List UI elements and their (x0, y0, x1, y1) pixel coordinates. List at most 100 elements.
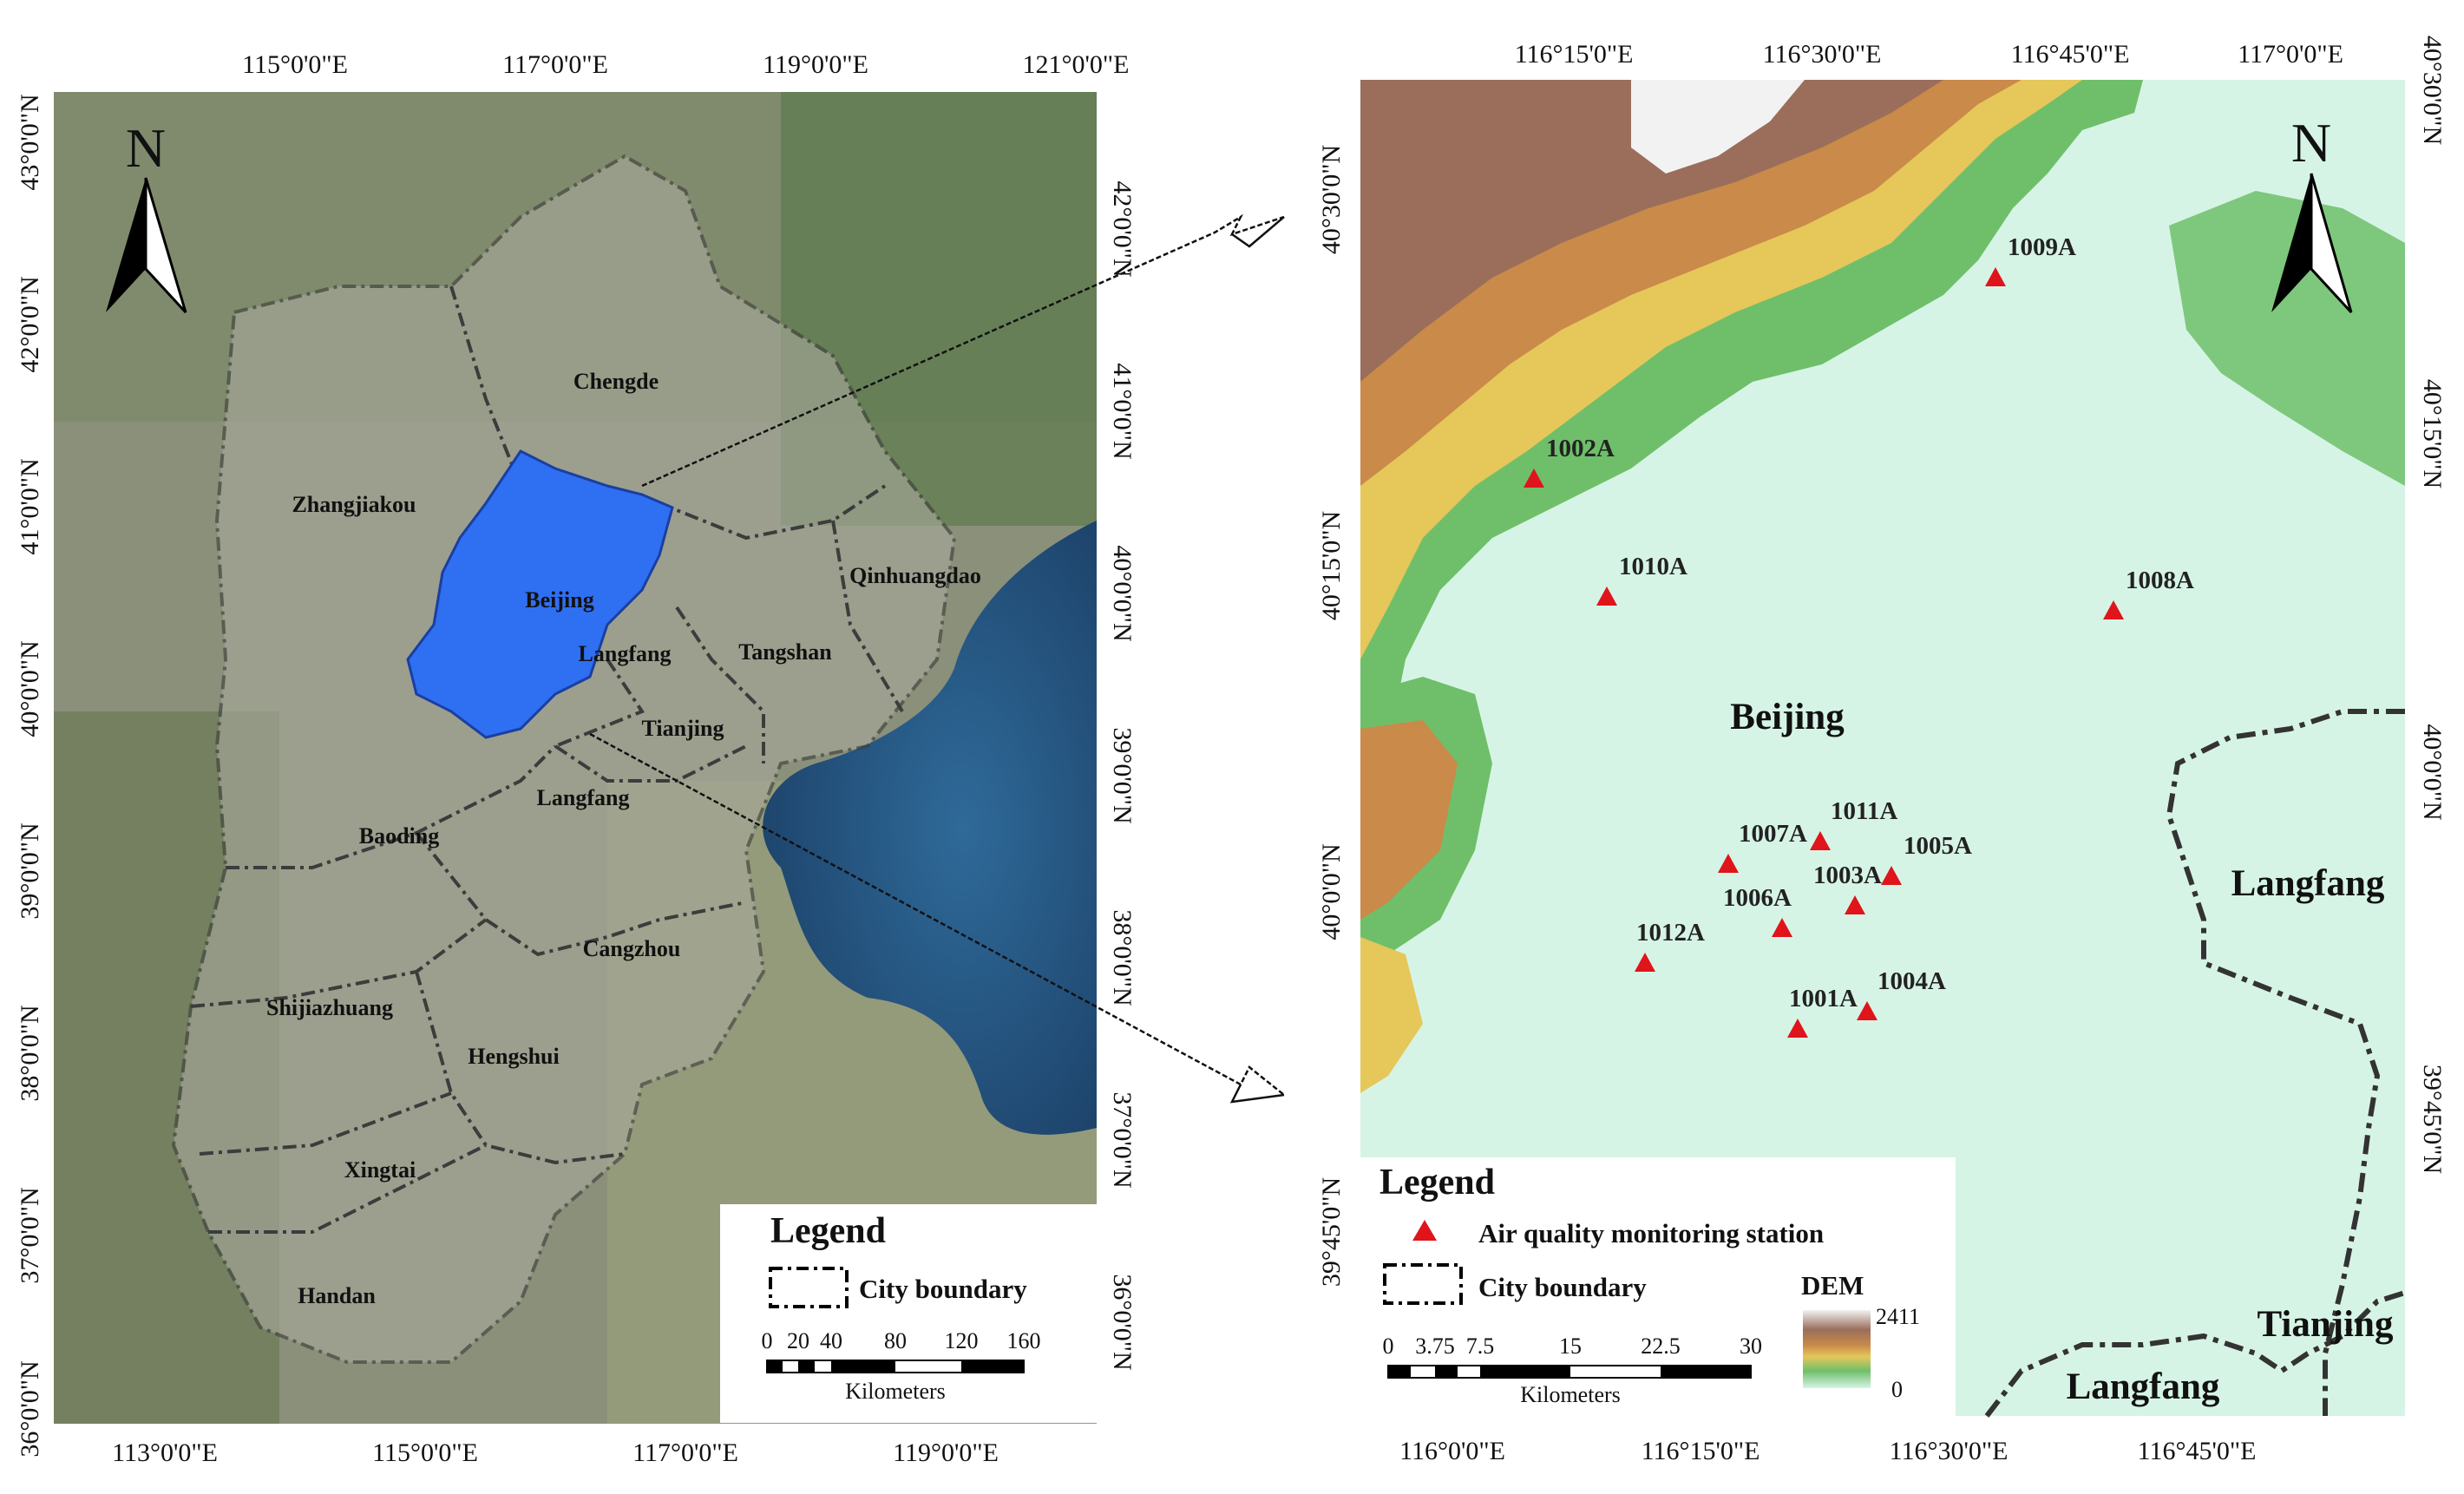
svg-text:119°0'0"E: 119°0'0"E (893, 1438, 999, 1467)
svg-text:1008A: 1008A (2126, 567, 2194, 594)
city-label-handan: Handan (298, 1283, 376, 1308)
svg-text:N: N (2291, 112, 2331, 174)
right-legend-title: Legend (1379, 1163, 1495, 1202)
svg-text:119°0'0"E: 119°0'0"E (763, 50, 868, 79)
svg-text:115°0'0"E: 115°0'0"E (242, 50, 348, 79)
svg-text:80: 80 (884, 1328, 907, 1353)
right-scale-bar: 0 3.75 7.5 15 22.5 30 Kilometers (1383, 1333, 1763, 1407)
svg-text:Kilometers: Kilometers (845, 1379, 946, 1404)
city-label-xingtai: Xingtai (344, 1157, 416, 1183)
svg-text:38°0'0"N: 38°0'0"N (16, 1005, 44, 1101)
svg-text:1010A: 1010A (1619, 553, 1687, 580)
svg-text:40°0'0"N: 40°0'0"N (16, 640, 44, 737)
svg-text:42°0'0"N: 42°0'0"N (16, 276, 44, 372)
svg-text:116°45'0"E: 116°45'0"E (2138, 1437, 2257, 1465)
left-legend: Legend City boundary 0 20 40 80 120 160 … (720, 1204, 1097, 1423)
station-1004A: 1004A (1857, 967, 1946, 1020)
station-1010A: 1010A (1596, 553, 1687, 606)
left-boundary-symbol (769, 1267, 849, 1308)
svg-text:121°0'0"E: 121°0'0"E (1023, 50, 1130, 79)
svg-text:113°0'0"E: 113°0'0"E (112, 1438, 218, 1467)
svg-text:36°0'0"N: 36°0'0"N (16, 1360, 44, 1457)
svg-text:1001A: 1001A (1789, 985, 1858, 1012)
svg-text:1007A: 1007A (1739, 820, 1807, 848)
left-bottom-ticks: 113°0'0"E 115°0'0"E 117°0'0"E 119°0'0"E (112, 1438, 999, 1467)
city-label-tangshan: Tangshan (738, 639, 832, 665)
svg-text:116°45'0"E: 116°45'0"E (2011, 40, 2130, 69)
city-label-zhangjiakou: Zhangjiakou (292, 492, 416, 517)
station-1009A: 1009A (1985, 233, 2076, 286)
city-label-chengde: Chengde (573, 369, 659, 394)
svg-text:7.5: 7.5 (1466, 1333, 1495, 1359)
right-top-ticks: 116°15'0"E 116°30'0"E 116°45'0"E 117°0'0… (1515, 40, 2343, 69)
station-1008A: 1008A (2103, 567, 2194, 619)
svg-text:42°0'0"N: 42°0'0"N (1108, 180, 1137, 277)
svg-text:40°0'0"N: 40°0'0"N (1317, 843, 1346, 940)
dem-mountains (1360, 80, 1943, 382)
city-label-baoding: Baoding (359, 823, 440, 849)
city-label-langfang-south: Langfang (537, 785, 630, 810)
dem-ramp (1803, 1310, 1871, 1388)
svg-text:40: 40 (820, 1328, 842, 1353)
svg-text:116°30'0"E: 116°30'0"E (1890, 1437, 2009, 1465)
svg-text:40°15'0"N: 40°15'0"N (1317, 511, 1346, 620)
svg-text:1004A: 1004A (1877, 967, 1946, 995)
left-left-ticks: 43°0'0"N 42°0'0"N 41°0'0"N 40°0'0"N 39°0… (16, 94, 44, 1457)
svg-text:1003A: 1003A (1813, 862, 1882, 889)
city-label-cangzhou: Cangzhou (583, 936, 681, 961)
svg-text:1006A: 1006A (1723, 884, 1792, 912)
svg-text:0: 0 (1383, 1333, 1394, 1359)
city-label-langfang-north: Langfang (579, 641, 672, 666)
svg-text:1009A: 1009A (2008, 233, 2076, 261)
city-label-qinhuangdao: Qinhuangdao (849, 563, 981, 588)
svg-text:116°0'0"E: 116°0'0"E (1399, 1437, 1505, 1465)
dem-northeast-hills (2169, 191, 2405, 486)
city-label-beijing: Beijing (525, 587, 593, 613)
left-scale-bar: 0 20 40 80 120 160 Kilometers (762, 1328, 1041, 1404)
right-legend-boundary-label: City boundary (1478, 1272, 1647, 1302)
svg-text:0: 0 (762, 1328, 773, 1353)
svg-text:3.75: 3.75 (1415, 1333, 1455, 1359)
svg-text:1012A: 1012A (1636, 919, 1705, 947)
left-legend-boundary-label: City boundary (859, 1274, 1027, 1304)
svg-text:40°30'0"N: 40°30'0"N (2418, 36, 2447, 145)
svg-text:43°0'0"N: 43°0'0"N (16, 94, 44, 190)
beijing-highlight (406, 449, 674, 739)
svg-text:40°15'0"N: 40°15'0"N (2418, 379, 2447, 488)
svg-text:117°0'0"E: 117°0'0"E (2238, 40, 2343, 69)
dem-title: DEM (1801, 1270, 1864, 1301)
region-label-beijing: Beijing (1730, 697, 1845, 737)
city-boundaries (190, 285, 904, 1234)
dem-max: 2411 (1876, 1304, 1920, 1329)
station-1002A: 1002A (1524, 435, 1615, 488)
station-symbol-icon (1412, 1220, 1437, 1241)
right-right-ticks: 40°30'0"N 40°15'0"N 40°0'0"N 39°45'0"N (2418, 36, 2447, 1174)
region-label-tianjing: Tianjing (2258, 1304, 2394, 1345)
svg-text:116°15'0"E: 116°15'0"E (1515, 40, 1634, 69)
left-map: Chengde Zhangjiakou Beijing Qinhuangdao … (16, 50, 1137, 1467)
station-1012A: 1012A (1635, 919, 1705, 972)
svg-text:Kilometers: Kilometers (1520, 1382, 1621, 1407)
svg-text:40°0'0"N: 40°0'0"N (1108, 545, 1137, 641)
right-city-boundaries (1984, 709, 2406, 1418)
city-label-hengshui: Hengshui (468, 1044, 560, 1069)
svg-text:41°0'0"N: 41°0'0"N (1108, 363, 1137, 459)
right-bottom-ticks: 116°0'0"E 116°15'0"E 116°30'0"E 116°45'0… (1399, 1437, 2256, 1465)
svg-text:39°0'0"N: 39°0'0"N (1108, 727, 1137, 823)
svg-text:22.5: 22.5 (1641, 1333, 1681, 1359)
city-label-tianjing: Tianjing (642, 716, 724, 741)
left-top-ticks: 115°0'0"E 117°0'0"E 119°0'0"E 121°0'0"E (242, 50, 1129, 79)
svg-text:40°30'0"N: 40°30'0"N (1317, 145, 1346, 254)
svg-text:39°45'0"N: 39°45'0"N (1317, 1177, 1346, 1287)
station-1011A: 1011A (1810, 797, 1897, 850)
station-1001A: 1001A (1787, 985, 1858, 1038)
north-arrow-icon: N (106, 117, 187, 314)
bohai-sea (763, 521, 1097, 1135)
dem-peaks (1631, 80, 1805, 174)
svg-text:120: 120 (945, 1328, 979, 1353)
svg-text:N: N (126, 117, 166, 179)
svg-text:1002A: 1002A (1546, 435, 1615, 462)
svg-text:115°0'0"E: 115°0'0"E (372, 1438, 478, 1467)
station-1006A: 1006A (1723, 884, 1792, 937)
